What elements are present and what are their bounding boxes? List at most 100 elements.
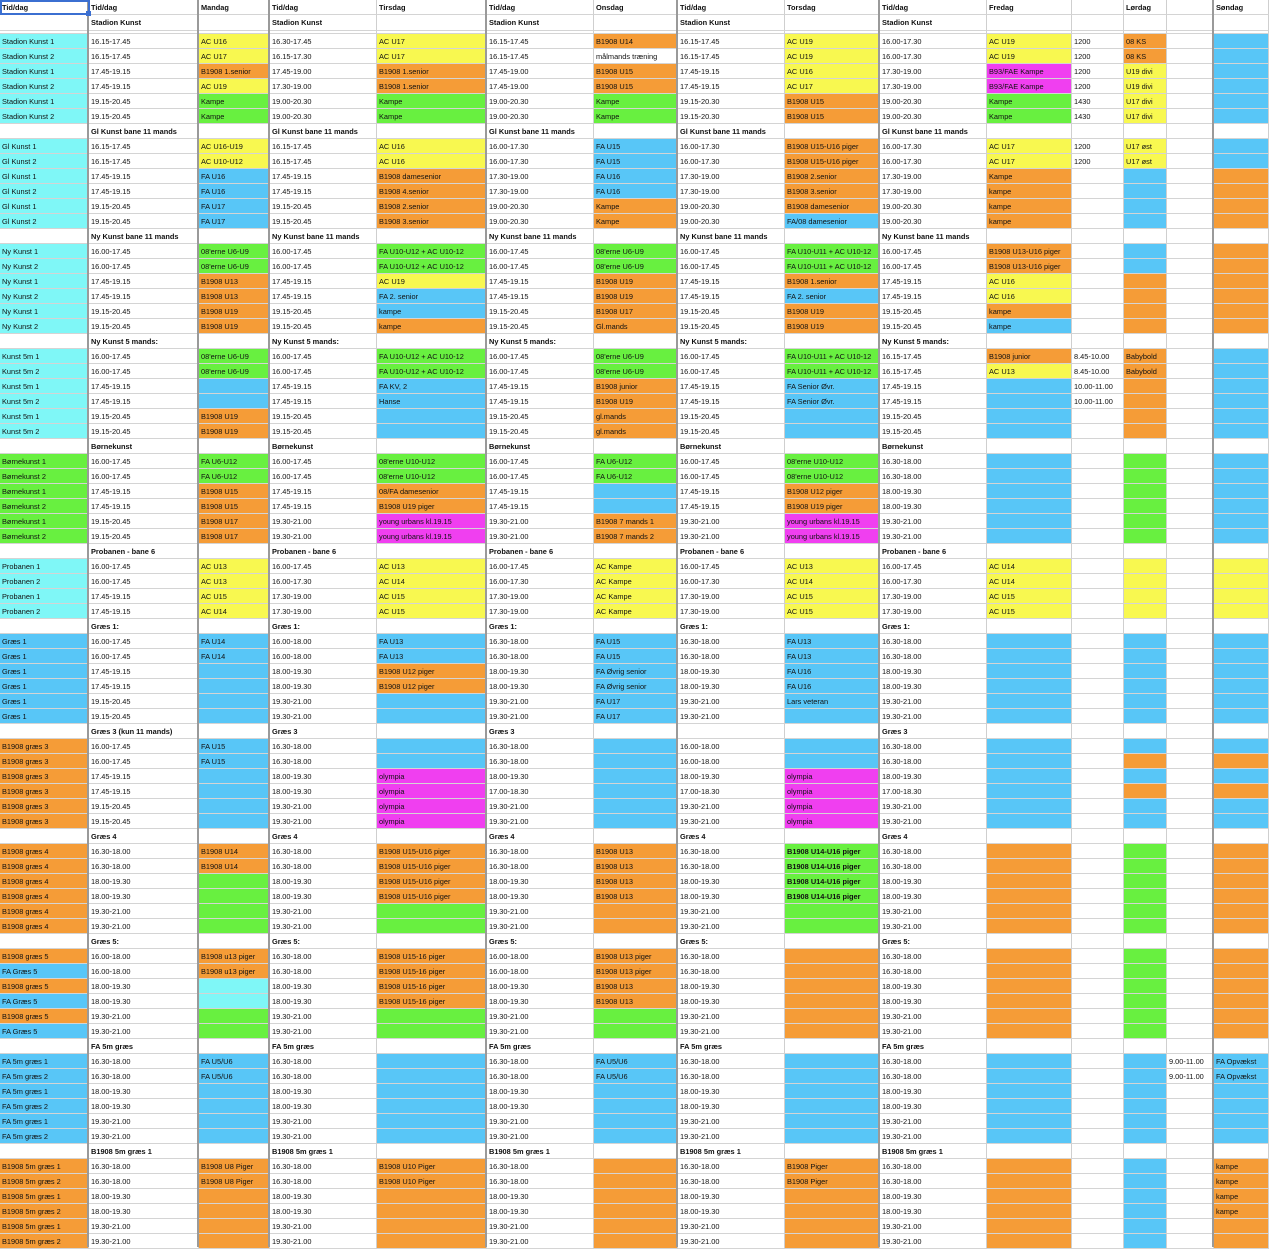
schedule-cell[interactable] (1167, 829, 1214, 844)
schedule-cell[interactable] (1214, 49, 1269, 64)
schedule-cell[interactable] (1214, 94, 1269, 109)
schedule-cell[interactable] (199, 769, 270, 784)
schedule-cell[interactable]: 19.15-20.45 (487, 424, 594, 439)
schedule-cell[interactable] (1214, 619, 1269, 634)
schedule-cell[interactable] (1124, 1204, 1167, 1219)
schedule-cell[interactable]: Græs 3 (kun 11 mands) (89, 724, 199, 739)
schedule-cell[interactable]: 16.00-17.30 (880, 49, 987, 64)
schedule-cell[interactable]: FA U5/U6 (594, 1054, 678, 1069)
schedule-cell[interactable]: 16.30-18.00 (678, 1159, 785, 1174)
schedule-cell[interactable]: 08'erne U10-U12 (785, 469, 880, 484)
schedule-cell[interactable]: FA U16 (199, 169, 270, 184)
schedule-cell[interactable] (594, 934, 678, 949)
schedule-cell[interactable]: B1908 U19 piger (785, 499, 880, 514)
schedule-cell[interactable] (987, 439, 1072, 454)
schedule-cell[interactable]: FA U6-U12 (199, 454, 270, 469)
schedule-cell[interactable]: 16.00-17.45 (487, 244, 594, 259)
schedule-cell[interactable] (377, 919, 487, 934)
schedule-cell[interactable] (1214, 169, 1269, 184)
schedule-cell[interactable]: målmands træning (594, 49, 678, 64)
schedule-cell[interactable]: kampe (377, 319, 487, 334)
schedule-cell[interactable]: Græs 3 (880, 724, 987, 739)
schedule-cell[interactable] (1167, 1159, 1214, 1174)
schedule-cell[interactable]: 17.30-19.00 (487, 589, 594, 604)
field-name-cell[interactable]: B1908 græs 4 (0, 904, 89, 919)
schedule-cell[interactable]: 16.00-17.30 (880, 139, 987, 154)
schedule-cell[interactable]: 19.00-20.30 (487, 214, 594, 229)
schedule-cell[interactable] (1214, 874, 1269, 889)
schedule-cell[interactable] (785, 619, 880, 634)
schedule-cell[interactable] (987, 1129, 1072, 1144)
schedule-cell[interactable]: 16.30-18.00 (89, 1159, 199, 1174)
schedule-cell[interactable]: Græs 3 (487, 724, 594, 739)
schedule-cell[interactable]: 17.30-19.00 (270, 604, 377, 619)
field-name-cell[interactable]: Græs 1 (0, 664, 89, 679)
schedule-cell[interactable] (987, 1114, 1072, 1129)
schedule-cell[interactable]: 19.30-21.00 (270, 694, 377, 709)
schedule-cell[interactable]: 17.45-19.15 (89, 79, 199, 94)
schedule-cell[interactable]: 19.15-20.45 (678, 304, 785, 319)
schedule-cell[interactable] (199, 799, 270, 814)
schedule-cell[interactable]: 18.00-19.30 (678, 1189, 785, 1204)
schedule-cell[interactable]: B1908 5m græs 1 (880, 1144, 987, 1159)
schedule-cell[interactable]: 16.30-18.00 (487, 739, 594, 754)
schedule-cell[interactable] (1124, 244, 1167, 259)
field-name-cell[interactable]: Græs 1 (0, 679, 89, 694)
schedule-cell[interactable]: B1908 7 mands 1 (594, 514, 678, 529)
field-name-cell[interactable]: Probanen 2 (0, 574, 89, 589)
column-header-cell[interactable]: Fredag (987, 0, 1072, 15)
schedule-cell[interactable]: 19.15-20.45 (89, 94, 199, 109)
schedule-cell[interactable] (1124, 1159, 1167, 1174)
schedule-cell[interactable]: 19.30-21.00 (880, 919, 987, 934)
schedule-cell[interactable]: AC U13 (987, 364, 1072, 379)
schedule-cell[interactable]: 19.15-20.45 (89, 409, 199, 424)
schedule-cell[interactable]: Ny Kunst bane 11 mands (270, 229, 377, 244)
schedule-cell[interactable]: 19.15-20.45 (678, 424, 785, 439)
schedule-cell[interactable]: 17.45-19.15 (89, 769, 199, 784)
schedule-cell[interactable] (377, 229, 487, 244)
schedule-cell[interactable]: 17.45-19.15 (270, 379, 377, 394)
schedule-cell[interactable] (1072, 784, 1124, 799)
schedule-cell[interactable] (1214, 739, 1269, 754)
schedule-cell[interactable]: 17.30-19.00 (880, 184, 987, 199)
schedule-cell[interactable]: Gl Kunst bane 11 mands (89, 124, 199, 139)
schedule-cell[interactable] (1167, 289, 1214, 304)
schedule-cell[interactable]: AC U13 (199, 559, 270, 574)
schedule-cell[interactable] (594, 754, 678, 769)
schedule-cell[interactable]: Græs 1: (270, 619, 377, 634)
schedule-cell[interactable]: Ny Kunst bane 11 mands (678, 229, 785, 244)
schedule-cell[interactable] (1167, 739, 1214, 754)
field-name-cell[interactable]: FA 5m græs 2 (0, 1069, 89, 1084)
schedule-cell[interactable]: 16.00-17.30 (487, 154, 594, 169)
schedule-cell[interactable] (1072, 244, 1124, 259)
schedule-cell[interactable]: B1908 U13 piger (594, 949, 678, 964)
field-name-cell[interactable]: Ny Kunst 1 (0, 304, 89, 319)
schedule-cell[interactable]: AC U16 (199, 34, 270, 49)
schedule-cell[interactable]: 19.15-20.45 (270, 304, 377, 319)
schedule-cell[interactable] (1072, 409, 1124, 424)
schedule-cell[interactable]: Kampe (987, 109, 1072, 124)
schedule-cell[interactable] (1124, 634, 1167, 649)
schedule-cell[interactable]: 18.00-19.30 (487, 1099, 594, 1114)
field-name-cell[interactable]: FA Græs 5 (0, 1024, 89, 1039)
schedule-cell[interactable]: FA 5m græs (270, 1039, 377, 1054)
schedule-cell[interactable] (1124, 964, 1167, 979)
schedule-cell[interactable] (1167, 679, 1214, 694)
schedule-cell[interactable]: 16.30-18.00 (880, 1069, 987, 1084)
schedule-cell[interactable] (987, 724, 1072, 739)
field-name-cell[interactable] (0, 829, 89, 844)
schedule-cell[interactable] (1124, 544, 1167, 559)
schedule-cell[interactable] (785, 424, 880, 439)
schedule-cell[interactable]: 16.15-17.45 (89, 154, 199, 169)
schedule-cell[interactable]: 19.30-21.00 (89, 1024, 199, 1039)
schedule-cell[interactable] (1167, 874, 1214, 889)
schedule-cell[interactable]: 19.30-21.00 (678, 529, 785, 544)
schedule-cell[interactable] (377, 1054, 487, 1069)
schedule-cell[interactable]: 08/FA damesenior (377, 484, 487, 499)
schedule-cell[interactable]: FA 5m græs (678, 1039, 785, 1054)
field-name-cell[interactable] (0, 724, 89, 739)
schedule-cell[interactable]: 17.30-19.00 (880, 604, 987, 619)
schedule-cell[interactable]: 17.45-19.15 (89, 604, 199, 619)
schedule-cell[interactable]: 18.00-19.30 (678, 1084, 785, 1099)
schedule-cell[interactable]: 18.00-19.30 (487, 889, 594, 904)
